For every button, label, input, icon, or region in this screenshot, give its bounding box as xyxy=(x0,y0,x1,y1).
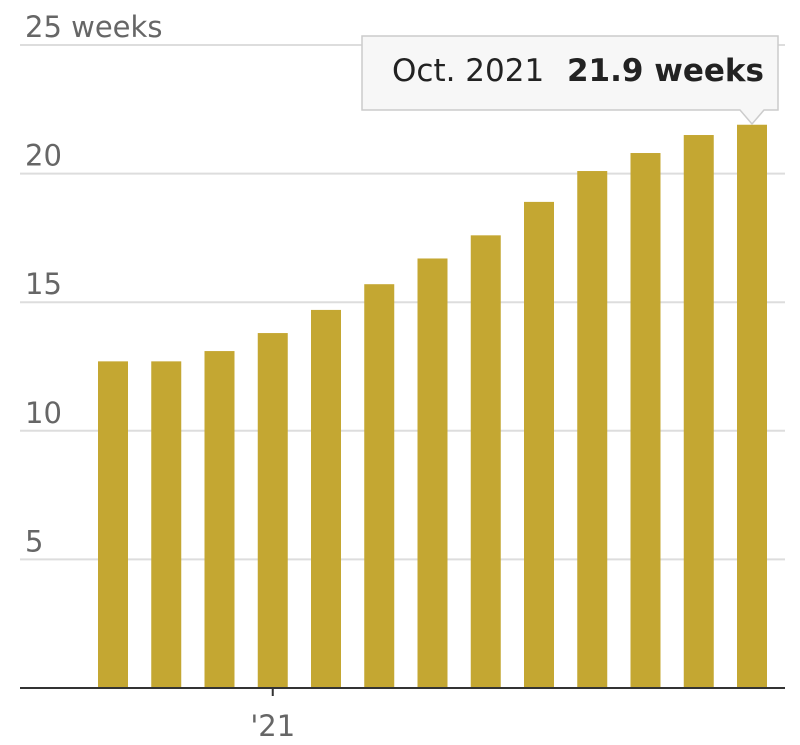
y-tick-label: 25 weeks xyxy=(25,10,162,44)
tooltip-value: 21.9 weeks xyxy=(567,53,764,89)
y-tick-label: 20 xyxy=(25,139,62,173)
bar xyxy=(524,201,554,688)
bar xyxy=(364,284,395,688)
y-tick-label: 5 xyxy=(25,524,43,558)
bar xyxy=(204,351,235,688)
bar xyxy=(417,258,448,688)
bar xyxy=(683,135,714,688)
bar xyxy=(151,361,182,688)
bar xyxy=(311,309,341,688)
bar xyxy=(737,124,767,689)
bar xyxy=(577,171,608,688)
bar xyxy=(630,153,661,689)
y-tick-label: 10 xyxy=(25,396,62,430)
x-tick-label: '21 xyxy=(250,709,295,743)
y-tick-label: 15 xyxy=(25,267,62,301)
bar xyxy=(98,361,128,688)
tooltip-category: Oct. 2021 xyxy=(392,53,544,89)
bar xyxy=(257,333,288,688)
tooltip-box xyxy=(361,35,779,126)
bar xyxy=(470,235,501,688)
tooltip: Oct. 2021 21.9 weeks xyxy=(361,35,779,126)
